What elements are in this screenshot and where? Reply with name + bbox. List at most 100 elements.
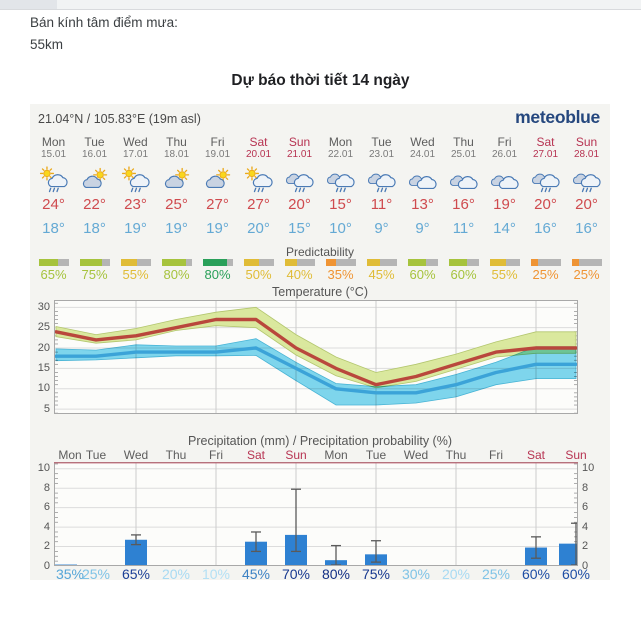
y-axis-label: 25 (37, 321, 50, 334)
weather-icon-slot (531, 166, 561, 195)
predictability-cell: 60% (402, 259, 443, 282)
predictability-cell: 60% (443, 259, 484, 282)
day-abbr: Mon (41, 135, 66, 149)
weather-icon-slot (449, 166, 479, 195)
day-column[interactable]: Sun 21.01 20° 15° (279, 136, 320, 243)
predictability-value: 80% (204, 267, 231, 282)
temp-min: 15° (288, 220, 311, 237)
predictability-value: 25% (573, 267, 600, 282)
day-column[interactable]: Wed 17.01 23° 19° (115, 136, 156, 243)
weather-icon-slot (80, 166, 110, 195)
day-column[interactable]: Mon 22.01 15° 10° (320, 136, 361, 243)
day-date: 20.01 (245, 149, 272, 160)
temp-max: 25° (165, 196, 188, 213)
predictability-label: Predictability (285, 245, 355, 259)
temp-max: 24° (42, 196, 65, 213)
day-date: 25.01 (450, 149, 477, 160)
cloud-rain-icon (531, 173, 560, 193)
day-abbr: Fri (497, 135, 512, 149)
temp-min: 9° (415, 220, 430, 237)
day-date: 18.01 (163, 149, 190, 160)
precip-probability: 10% (201, 566, 231, 582)
top-chrome-strip-segment (0, 0, 57, 9)
precip-day-label: Sat (246, 448, 266, 462)
temp-max: 23° (124, 196, 147, 213)
y-axis-label: 6 (582, 501, 589, 514)
location-coordinates: 21.04°N / 105.83°E (19m asl) (38, 112, 201, 126)
precip-day-label: Tue (365, 448, 387, 462)
day-date: 19.01 (204, 149, 231, 160)
precip-day-label: Mon (324, 448, 348, 462)
temp-min: 14° (493, 220, 516, 237)
y-axis-label: 10 (37, 462, 50, 475)
sun-cloud-icon (82, 167, 107, 189)
weather-icon-slot (162, 166, 192, 195)
precip-probability: 20% (161, 566, 191, 582)
temp-max: 27° (247, 196, 270, 213)
temp-min: 9° (374, 220, 389, 237)
day-column[interactable]: Sat 27.01 20° 16° (525, 136, 566, 243)
precip-day-label: Wed (403, 448, 429, 462)
predictability-cell: 80% (156, 259, 197, 282)
rain-radius-value: 55km (30, 37, 64, 52)
cloud-rain-icon (326, 173, 355, 193)
predictability-value: 65% (40, 267, 67, 282)
precip-probability: 75% (361, 566, 391, 582)
precip-probability: 65% (121, 566, 151, 582)
precip-probability: 25% (481, 566, 511, 582)
precipitation-chart-title: Precipitation (mm) / Precipitation proba… (188, 434, 452, 448)
predictability-bar (448, 259, 479, 266)
predictability-value: 45% (368, 267, 395, 282)
day-column[interactable]: Thu 25.01 16° 11° (443, 136, 484, 243)
y-axis-label: 5 (43, 402, 50, 415)
day-column[interactable]: Tue 16.01 22° 18° (74, 136, 115, 243)
temp-max: 16° (452, 196, 475, 213)
day-abbr: Sat (249, 135, 268, 149)
predictability-bar (489, 259, 520, 266)
precip-day-label: Fri (209, 448, 223, 462)
day-column[interactable]: Sun 28.01 20° 16° (566, 136, 607, 243)
predictability-cell: 55% (115, 259, 156, 282)
predictability-bar (530, 259, 561, 266)
y-axis-label: 0 (582, 559, 589, 572)
temp-min: 18° (42, 220, 65, 237)
day-column[interactable]: Fri 19.01 27° 19° (197, 136, 238, 243)
temp-max: 20° (534, 196, 557, 213)
day-column[interactable]: Fri 26.01 19° 14° (484, 136, 525, 243)
predictability-cell: 50% (238, 259, 279, 282)
predictability-bar (284, 259, 315, 266)
meteoblue-logo[interactable]: meteoblue (515, 107, 600, 127)
precip-probability: 35% (55, 566, 85, 582)
weather-icon-slot (121, 166, 151, 195)
day-column[interactable]: Sat 20.01 27° 20° (238, 136, 279, 243)
weather-icon-slot (572, 166, 602, 195)
sun-cloud-icon (164, 167, 189, 189)
day-column[interactable]: Wed 24.01 13° 9° (402, 136, 443, 243)
predictability-cell: 55% (484, 259, 525, 282)
day-column[interactable]: Mon 15.01 24° 18° (33, 136, 74, 243)
precip-probability: 60% (521, 566, 551, 582)
temperature-chart (54, 300, 578, 414)
precip-probability: 80% (321, 566, 351, 582)
page-title: Dự báo thời tiết 14 ngày (231, 72, 410, 89)
weather-icon-slot (285, 166, 315, 195)
predictability-value: 55% (122, 267, 149, 282)
predictability-cell: 25% (566, 259, 607, 282)
precip-day-label: Fri (489, 448, 503, 462)
temp-max: 20° (288, 196, 311, 213)
weather-icon-slot (244, 166, 274, 195)
day-abbr: Wed (410, 135, 435, 149)
temp-min: 19° (124, 220, 147, 237)
precip-probability: 25% (81, 566, 111, 582)
predictability-bar (243, 259, 274, 266)
predictability-value: 55% (491, 267, 518, 282)
sun-cloud-icon (205, 167, 230, 189)
day-column[interactable]: Thu 18.01 25° 19° (156, 136, 197, 243)
cloud-rain-icon (572, 173, 601, 193)
predictability-bar (571, 259, 602, 266)
precip-probability: 60% (561, 566, 591, 582)
y-axis-label: 8 (582, 481, 589, 494)
predictability-bar (120, 259, 151, 266)
day-column[interactable]: Tue 23.01 11° 9° (361, 136, 402, 243)
predictability-value: 75% (81, 267, 108, 282)
